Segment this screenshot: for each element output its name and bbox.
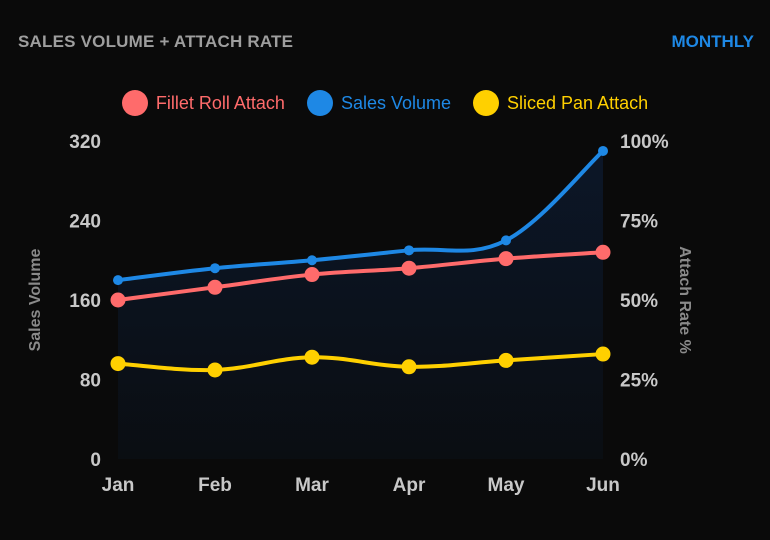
x-tick-label: Mar xyxy=(295,475,329,496)
fillet-roll-point[interactable] xyxy=(207,279,223,295)
sales-volume-point[interactable] xyxy=(113,275,123,286)
sales-volume-point[interactable] xyxy=(307,255,317,266)
legend-label-sliced-pan: Sliced Pan Attach xyxy=(507,92,649,113)
fillet-roll-point[interactable] xyxy=(110,292,126,308)
sales-volume-point[interactable] xyxy=(210,263,220,274)
fillet-roll-point[interactable] xyxy=(595,244,611,260)
sliced-pan-point[interactable] xyxy=(401,359,417,375)
sales-volume-point[interactable] xyxy=(598,145,608,156)
right-tick-label: 75% xyxy=(620,212,658,233)
sliced-pan-point[interactable] xyxy=(595,346,611,362)
fillet-roll-point[interactable] xyxy=(304,267,320,283)
legend-label-fillet-roll: Fillet Roll Attach xyxy=(155,92,285,113)
x-axis-ticks: Jan Feb Mar Apr May Jun xyxy=(102,475,620,496)
fillet-roll-line xyxy=(116,250,605,302)
left-tick-label: 240 xyxy=(69,212,101,233)
x-tick-label: Jun xyxy=(586,475,620,496)
x-tick-label: Jan xyxy=(102,475,135,496)
right-tick-label: 100% xyxy=(620,132,669,153)
sales-volume-point[interactable] xyxy=(501,235,511,246)
sales-volume-line xyxy=(116,148,605,283)
fillet-roll-point[interactable] xyxy=(401,260,417,276)
sliced-pan-point[interactable] xyxy=(304,349,320,365)
x-tick-label: Apr xyxy=(393,475,426,496)
left-axis-ticks: 0 80 160 240 320 xyxy=(69,132,101,471)
series-layer xyxy=(110,145,611,459)
right-tick-label: 25% xyxy=(620,371,658,392)
sales-volume-area xyxy=(118,150,603,459)
legend-label-sales-volume: Sales Volume xyxy=(340,92,452,113)
sales-volume-point[interactable] xyxy=(404,245,414,256)
sliced-pan-point[interactable] xyxy=(110,356,126,372)
right-tick-label: 50% xyxy=(620,291,658,312)
left-tick-label: 160 xyxy=(69,291,101,312)
period-toggle-button[interactable]: MONTHLY xyxy=(671,32,755,51)
chart-title: SALES VOLUME + ATTACH RATE xyxy=(18,32,294,51)
sliced-pan-line xyxy=(116,352,605,373)
x-tick-label: May xyxy=(488,475,525,496)
left-tick-label: 0 xyxy=(90,450,101,471)
right-tick-label: 0% xyxy=(620,450,648,471)
right-axis-title: Attach Rate % xyxy=(676,246,693,354)
left-tick-label: 320 xyxy=(69,132,101,153)
legend-item-sales-volume[interactable]: Sales Volume xyxy=(306,90,452,116)
x-tick-label: Feb xyxy=(198,475,232,496)
chart-header: SALES VOLUME + ATTACH RATE MONTHLY xyxy=(18,32,754,56)
legend-swatch-sliced-pan xyxy=(473,90,500,116)
fillet-roll-point[interactable] xyxy=(498,251,514,267)
chart-legend: Fillet Roll Attach Sales Volume Sliced P… xyxy=(0,88,770,118)
legend-swatch-sales-volume xyxy=(306,90,333,116)
legend-item-fillet-roll[interactable]: Fillet Roll Attach xyxy=(121,90,285,116)
right-axis-ticks: 0% 25% 50% 75% 100% xyxy=(620,132,669,471)
sliced-pan-point[interactable] xyxy=(207,362,223,378)
left-tick-label: 80 xyxy=(80,371,101,392)
legend-item-sliced-pan[interactable]: Sliced Pan Attach xyxy=(473,90,648,116)
sliced-pan-point[interactable] xyxy=(498,352,514,368)
left-axis-title: Sales Volume xyxy=(27,248,44,351)
legend-swatch-fillet-roll xyxy=(121,90,148,116)
